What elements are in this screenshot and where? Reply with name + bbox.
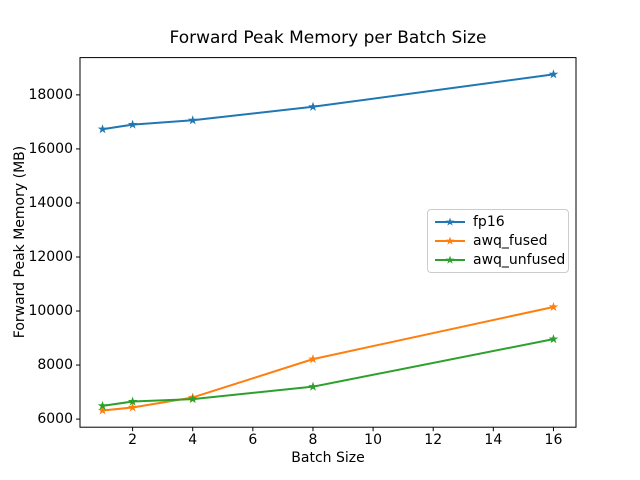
data-point-marker-awq_fused xyxy=(308,354,318,364)
data-point-marker-awq_unfused xyxy=(308,381,318,391)
data-point-marker-awq_unfused xyxy=(127,396,138,406)
legend-line-sample-icon xyxy=(435,217,465,226)
data-point-marker-awq_fused xyxy=(97,405,108,415)
legend-item-fp16: fp16 xyxy=(435,213,561,232)
series-line-fp16 xyxy=(102,73,554,131)
series-line-awq_unfused xyxy=(102,338,554,407)
chart-title: Forward Peak Memory per Batch Size xyxy=(169,28,487,48)
data-point-marker-fp16 xyxy=(308,101,318,111)
y-axis-tick-label: 12000 xyxy=(28,249,73,265)
y-axis-tick-label: 8000 xyxy=(37,357,73,373)
x-axis-tick-label: 8 xyxy=(309,432,318,448)
x-axis-tick-label: 16 xyxy=(545,432,563,448)
legend-label: awq_fused xyxy=(473,233,548,249)
data-point-marker-awq_unfused xyxy=(548,334,559,344)
x-axis-tick-label: 14 xyxy=(484,432,502,448)
data-point-marker-fp16 xyxy=(97,124,108,134)
data-point-marker-fp16 xyxy=(548,69,559,79)
x-axis-tick-label: 4 xyxy=(188,432,197,448)
y-axis-tick-label: 18000 xyxy=(28,87,73,103)
data-point-marker-awq_fused xyxy=(548,301,559,312)
data-point-marker-awq_unfused xyxy=(97,400,108,410)
axes-border xyxy=(79,57,577,428)
data-point-marker-awq_unfused xyxy=(187,394,198,404)
x-axis-tick-label: 12 xyxy=(424,432,442,448)
series-line-awq_fused xyxy=(102,305,554,412)
y-axis-tick-label: 16000 xyxy=(28,141,73,157)
legend-line-sample-icon xyxy=(435,255,465,264)
x-axis-tick-label: 10 xyxy=(364,432,382,448)
data-point-marker-fp16 xyxy=(127,119,138,129)
x-axis-tick-label: 6 xyxy=(248,432,257,448)
y-axis-tick-label: 10000 xyxy=(28,303,73,319)
legend-item-awq_unfused: awq_unfused xyxy=(435,250,565,269)
x-axis-tick-label: 2 xyxy=(128,432,137,448)
x-axis-label: Batch Size xyxy=(291,450,365,466)
legend-label: awq_unfused xyxy=(473,251,566,268)
legend: fp16 awq_fused awq_unfused xyxy=(427,209,569,273)
legend-label: fp16 xyxy=(473,214,505,231)
y-axis-tick-label: 14000 xyxy=(28,195,73,211)
y-axis-tick-label: 6000 xyxy=(37,411,73,427)
legend-line-sample-icon xyxy=(435,236,465,245)
data-point-marker-fp16 xyxy=(187,115,198,125)
data-point-marker-awq_fused xyxy=(127,402,138,412)
legend-item-awq_fused: awq_fused xyxy=(435,232,561,251)
